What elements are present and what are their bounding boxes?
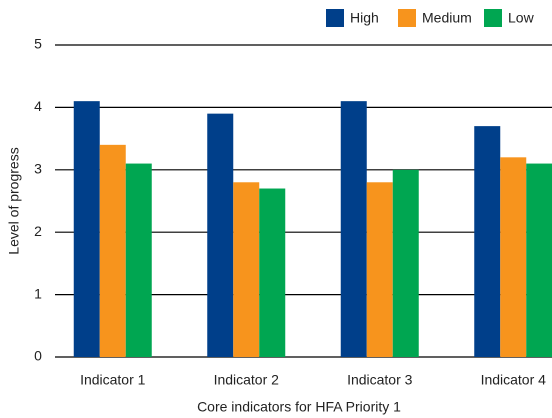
bar — [125, 163, 152, 357]
bar — [340, 101, 367, 357]
y-tick-label: 4 — [34, 98, 42, 114]
y-tick-label: 2 — [34, 223, 42, 239]
bar — [259, 188, 286, 357]
y-tick-label: 1 — [34, 285, 42, 301]
bar — [392, 169, 419, 357]
x-tick-label: Indicator 2 — [214, 372, 280, 388]
y-axis-label: Level of progress — [6, 147, 22, 254]
legend-label: Medium — [422, 10, 472, 26]
x-axis-label: Core indicators for HFA Priority 1 — [197, 399, 401, 415]
y-tick-label: 0 — [34, 348, 42, 364]
bar — [73, 101, 100, 357]
legend-label: High — [350, 10, 379, 26]
x-tick-label: Indicator 3 — [347, 372, 413, 388]
bar — [99, 144, 126, 357]
bar — [366, 182, 393, 357]
x-tick-label: Indicator 4 — [481, 372, 547, 388]
y-tick-label: 5 — [34, 36, 42, 52]
bar — [233, 182, 260, 357]
legend-swatch — [484, 9, 502, 27]
bar — [207, 113, 234, 357]
legend-swatch — [326, 9, 344, 27]
bar — [500, 157, 527, 357]
x-tick-label: Indicator 1 — [80, 372, 146, 388]
legend-label: Low — [508, 10, 535, 26]
bar — [474, 126, 501, 358]
bar — [526, 163, 552, 357]
legend-swatch — [398, 9, 416, 27]
y-tick-label: 3 — [34, 161, 42, 177]
